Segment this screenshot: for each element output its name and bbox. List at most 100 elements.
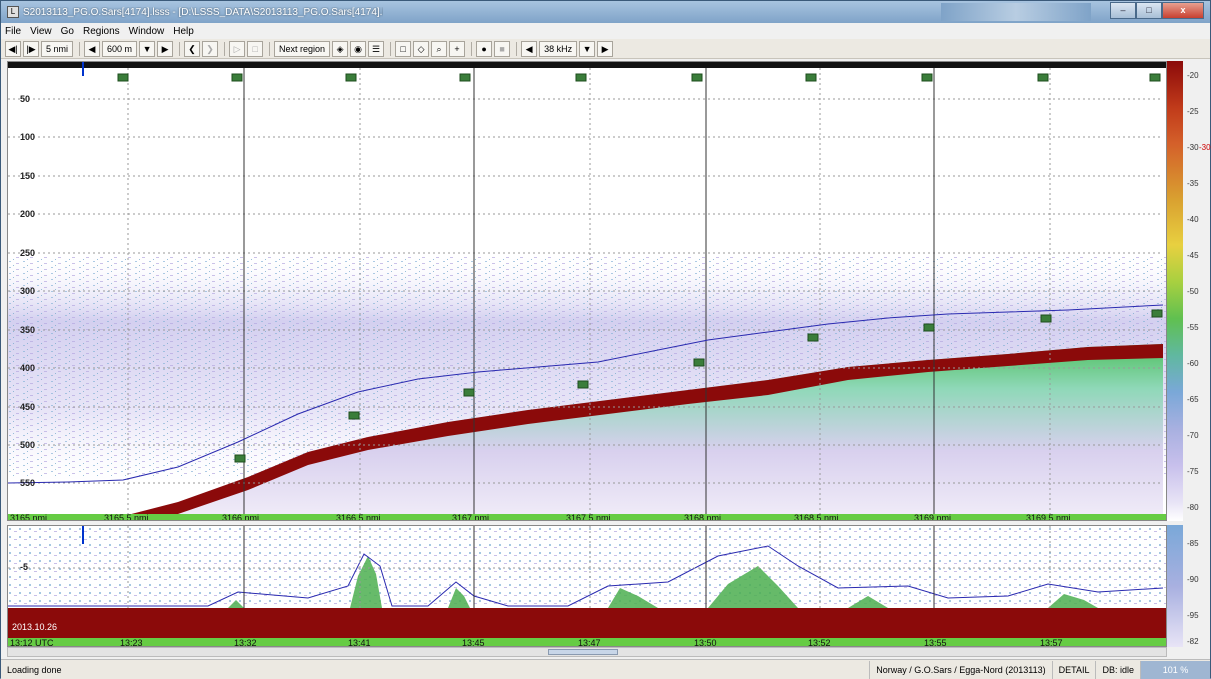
toolbar-separator	[516, 41, 518, 56]
menu-view[interactable]: View	[30, 25, 52, 37]
toolbar-separator	[79, 41, 81, 56]
depth-label: 200	[20, 209, 35, 219]
next-region-button[interactable]: Next region	[274, 40, 331, 57]
select-tool-icon[interactable]: □	[395, 40, 412, 57]
back-button[interactable]: ❮	[184, 40, 201, 57]
scale-label: -60	[1187, 359, 1199, 368]
lower-echogram-canvas[interactable]: -5 2013.10.26 13:12 UTC 13:23 13:32 13:4…	[8, 526, 1167, 647]
depth-label: 500	[20, 440, 35, 450]
maximize-button[interactable]: □	[1136, 2, 1162, 19]
time-label: 13:45	[462, 638, 485, 647]
time-label: 13:32	[234, 638, 257, 647]
scale-label: -40	[1187, 215, 1199, 224]
distance-select[interactable]: 5 nmi	[41, 40, 74, 57]
zoom-tool-icon[interactable]: ⌕	[431, 40, 448, 57]
toolbar-separator	[179, 41, 181, 56]
lower-colorbar	[1167, 525, 1183, 647]
minimize-button[interactable]: –	[1110, 2, 1136, 19]
distance-ruler	[8, 514, 1166, 520]
horizontal-scrollbar[interactable]	[7, 647, 1167, 657]
menu-file[interactable]: File	[5, 25, 22, 37]
distance-label: 3165.5 nmi	[104, 513, 149, 521]
sv-colorbar	[1167, 61, 1183, 521]
menu-go[interactable]: Go	[60, 25, 74, 37]
distance-label: 3169.5 nmi	[1026, 513, 1071, 521]
window-controls: – □ x	[1110, 2, 1204, 19]
frequency-next-button[interactable]: ▶	[597, 40, 614, 57]
sv-scale: -20 -25 -30 -35 -40 -45 -50 -55 -60 -65 …	[1185, 61, 1211, 521]
time-label: 13:57	[1040, 638, 1063, 647]
eraser-tool-icon[interactable]: ◇	[413, 40, 430, 57]
depth-label: 150	[20, 171, 35, 181]
time-label: 13:23	[120, 638, 143, 647]
scale-label: -25	[1187, 107, 1199, 116]
close-button[interactable]: x	[1162, 2, 1204, 19]
taskbar-blur	[941, 3, 1091, 21]
scale-label: -50	[1187, 287, 1199, 296]
time-label: 13:50	[694, 638, 717, 647]
frequency-prev-button[interactable]: ◀	[521, 40, 538, 57]
menu-window[interactable]: Window	[128, 25, 165, 37]
date-label: 2013.10.26	[12, 622, 57, 632]
status-message: Loading done	[7, 664, 62, 675]
time-label: 13:47	[578, 638, 601, 647]
menu-bar: File View Go Regions Window Help	[1, 23, 1210, 39]
menu-regions[interactable]: Regions	[82, 25, 120, 37]
range-select[interactable]: 600 m	[102, 40, 138, 57]
toolbar-separator	[390, 41, 392, 56]
zoom-indicator: 101 %	[1140, 660, 1210, 679]
layer-boundary-line[interactable]	[8, 304, 1164, 484]
title-bar[interactable]: L S2013113_PG.O.Sars[4174].lsss - [D:\LS…	[1, 1, 1210, 23]
frequency-select[interactable]: 38 kHz	[539, 40, 578, 57]
lower-layer-line[interactable]	[8, 545, 1164, 607]
distance-label: 3168 nmi	[684, 513, 721, 521]
echogram-panel[interactable]: 50 100 150 200 250 300 350 400 450 500 5…	[7, 61, 1167, 521]
depth-label: 300	[20, 286, 35, 296]
lower-depth-label: -5	[20, 562, 28, 572]
first-page-button[interactable]: ◀|	[5, 40, 21, 57]
range-dropdown-icon[interactable]: ▼	[139, 40, 156, 57]
time-label: 13:12 UTC	[10, 638, 54, 647]
time-labels: 13:12 UTC 13:23 13:32 13:41 13:45 13:47 …	[10, 638, 1063, 647]
scale-label: -85	[1187, 539, 1199, 548]
distance-label: 3165 nmi	[10, 513, 47, 521]
depth-label: 50	[20, 94, 30, 104]
threshold-marker[interactable]: -30	[1199, 143, 1211, 152]
distance-label: 3166.5 nmi	[336, 513, 381, 521]
fish-schools	[228, 556, 1098, 608]
record-icon[interactable]: ●	[476, 40, 493, 57]
distance-label: 3166 nmi	[222, 513, 259, 521]
forward-button[interactable]: ❯	[202, 40, 219, 57]
window-title: S2013113_PG.O.Sars[4174].lsss - [D:\LSSS…	[23, 6, 383, 18]
scale-label: -80	[1187, 503, 1199, 512]
lower-position-marker	[82, 526, 84, 544]
depth-label: 250	[20, 248, 35, 258]
play-button[interactable]: ▷	[229, 40, 246, 57]
layer-icon[interactable]: ■	[494, 40, 511, 57]
crosshair-tool-icon[interactable]: +	[449, 40, 466, 57]
scale-label: -75	[1187, 467, 1199, 476]
distance-label: 3168.5 nmi	[794, 513, 839, 521]
range-decrease-button[interactable]: ◀	[84, 40, 101, 57]
depth-label: 400	[20, 363, 35, 373]
distance-label: 3169 nmi	[914, 513, 951, 521]
range-increase-button[interactable]: ▶	[157, 40, 174, 57]
lower-scale: -85 -90 -95 -82	[1185, 525, 1211, 647]
region-target-icon[interactable]: ◈	[332, 40, 349, 57]
menu-help[interactable]: Help	[173, 25, 194, 37]
echogram-canvas[interactable]: 50 100 150 200 250 300 350 400 450 500 5…	[8, 62, 1167, 521]
scale-label: -95	[1187, 611, 1199, 620]
time-label: 13:41	[348, 638, 371, 647]
lower-echogram-panel[interactable]: -5 2013.10.26 13:12 UTC 13:23 13:32 13:4…	[7, 525, 1167, 647]
region-list-icon[interactable]: ☰	[368, 40, 385, 57]
scale-label: -90	[1187, 575, 1199, 584]
scale-label: -35	[1187, 179, 1199, 188]
depth-label: 100	[20, 132, 35, 142]
region-settings-icon[interactable]: ◉	[350, 40, 367, 57]
frequency-dropdown-icon[interactable]: ▼	[579, 40, 596, 57]
region-markers[interactable]	[117, 73, 1163, 463]
scale-label: -70	[1187, 431, 1199, 440]
scrollbar-thumb[interactable]	[548, 649, 618, 655]
next-page-button[interactable]: |▶	[23, 40, 39, 57]
stop-button[interactable]: □	[247, 40, 264, 57]
